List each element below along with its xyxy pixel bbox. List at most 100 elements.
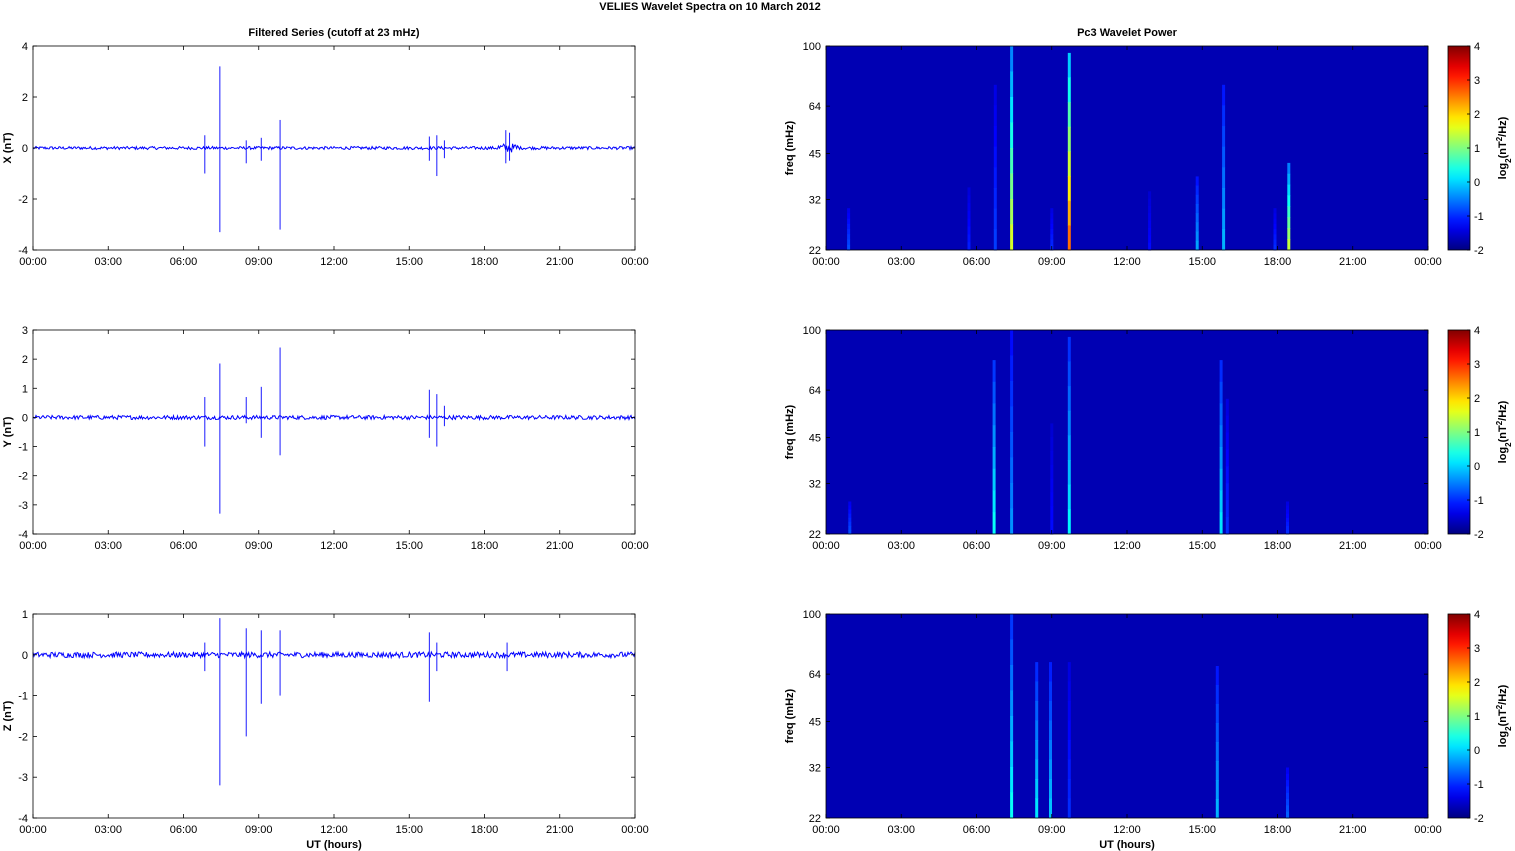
x-tick-label: 06:00	[963, 824, 991, 836]
power-event-segment	[1067, 200, 1071, 226]
x-tick-label: 00:00	[621, 256, 649, 268]
x-tick-label: 12:00	[1113, 540, 1141, 552]
power-event-segment	[1010, 381, 1014, 407]
x-tick-label: 15:00	[1188, 540, 1216, 552]
power-event	[992, 360, 996, 535]
power-event	[1050, 423, 1054, 535]
panel-z_power: -2 -1 0 1 2 3 4 log2(nT2/Hz) 00:00 03:00 06:00 09:0…	[784, 609, 1513, 851]
power-event-segment	[1010, 665, 1014, 691]
power-event-segment	[1215, 685, 1219, 705]
power-event-segment	[1067, 410, 1071, 436]
power-event-segment	[1050, 423, 1054, 438]
colorbar-tick-label: -2	[1474, 813, 1484, 825]
power-event-segment	[993, 84, 997, 106]
power-event-segment	[1067, 740, 1071, 760]
power-event-segment	[1195, 194, 1199, 205]
power-event-segment	[1219, 425, 1223, 448]
power-event-segment	[1067, 798, 1071, 819]
power-event-segment	[1035, 701, 1039, 721]
x-tick-label: 15:00	[1188, 256, 1216, 268]
x-tick-label: 09:00	[245, 824, 273, 836]
power-event	[1287, 162, 1291, 251]
power-event	[1286, 767, 1289, 819]
power-event-segment	[993, 208, 997, 230]
power-event-segment	[1049, 759, 1052, 780]
power-event-segment	[1010, 406, 1014, 433]
power-event-segment	[1219, 490, 1223, 513]
power-event-segment	[848, 505, 852, 511]
y-tick-label: 22	[809, 813, 821, 825]
power-event-segment	[1219, 381, 1223, 404]
power-event-segment	[1067, 361, 1071, 387]
power-event-segment	[1195, 204, 1199, 214]
x-tick-label: 00:00	[621, 824, 649, 836]
power-event-segment	[1273, 229, 1277, 235]
power-event-segment	[1273, 213, 1277, 220]
power-event-segment	[1287, 217, 1291, 229]
x-tick-label: 21:00	[1339, 824, 1367, 836]
power-event-segment	[1286, 517, 1289, 523]
power-event-segment	[967, 210, 971, 220]
power-event-segment	[1067, 102, 1071, 128]
power-event-segment	[992, 447, 996, 470]
x-tick-label: 00:00	[812, 256, 840, 268]
power-event-segment	[1010, 767, 1014, 793]
power-event	[1148, 191, 1152, 251]
power-event-segment	[1287, 162, 1291, 175]
power-event-segment	[967, 187, 971, 196]
power-event-segment	[1010, 122, 1014, 149]
power-event-segment	[1286, 505, 1289, 511]
y-tick-label: -4	[18, 529, 28, 541]
power-event-segment	[848, 525, 852, 531]
power-event-segment	[1219, 360, 1223, 383]
power-event-segment	[1050, 213, 1054, 220]
colorbar-label: log2(nT2/Hz)	[1495, 400, 1513, 463]
power-event-segment	[1225, 483, 1229, 501]
power-event-segment	[1215, 704, 1219, 724]
power-event-segment	[1287, 206, 1291, 218]
power-event-segment	[1049, 798, 1052, 819]
power-event-segment	[1148, 191, 1152, 200]
x-tick-label: 00:00	[1414, 824, 1442, 836]
power-event-segment	[1219, 403, 1223, 426]
colorbar-tick-label: 0	[1474, 461, 1480, 473]
power-event-segment	[1273, 218, 1277, 225]
power-event-segment	[1010, 483, 1014, 509]
power-event-segment	[1273, 244, 1277, 251]
power-event	[848, 501, 852, 535]
colorbar-tick-label: 1	[1474, 427, 1480, 439]
panel-z_series: 00:00 03:00 06:00 09:00 12:00 15:00 18:00 21:00…	[2, 609, 649, 851]
power-event-segment	[1225, 432, 1229, 450]
power-event-segment	[1286, 799, 1289, 806]
power-event-segment	[1050, 506, 1054, 521]
power-event-segment	[1010, 741, 1014, 768]
power-event	[993, 84, 997, 251]
power-event-segment	[1225, 398, 1229, 417]
power-event-segment	[1195, 176, 1199, 187]
power-event-segment	[1148, 228, 1152, 236]
power-event-segment	[1273, 208, 1277, 214]
x-tick-label: 15:00	[395, 540, 423, 552]
power-event-segment	[1286, 792, 1289, 800]
x-tick-label: 18:00	[471, 824, 499, 836]
x-tick-label: 00:00	[19, 256, 47, 268]
y-tick-label: -3	[18, 500, 28, 512]
power-event-segment	[993, 229, 997, 251]
power-event-segment	[847, 213, 851, 220]
power-event-segment	[847, 239, 851, 246]
y-tick-label: 32	[809, 763, 821, 775]
colorbar-tick-label: -1	[1474, 495, 1484, 507]
x-tick-label: 06:00	[170, 540, 198, 552]
power-event	[1195, 176, 1199, 251]
power-event-segment	[1222, 167, 1226, 189]
power-event-segment	[1049, 681, 1052, 702]
power-event-segment	[847, 234, 851, 240]
power-event-segment	[1035, 779, 1039, 799]
y-tick-label: 22	[809, 529, 821, 541]
x-tick-label: 15:00	[395, 824, 423, 836]
colorbar-tick-label: 3	[1474, 643, 1480, 655]
power-event-segment	[993, 105, 997, 127]
power-event-segment	[1067, 460, 1071, 486]
power-event-segment	[1067, 336, 1071, 362]
power-event-segment	[1050, 464, 1054, 480]
